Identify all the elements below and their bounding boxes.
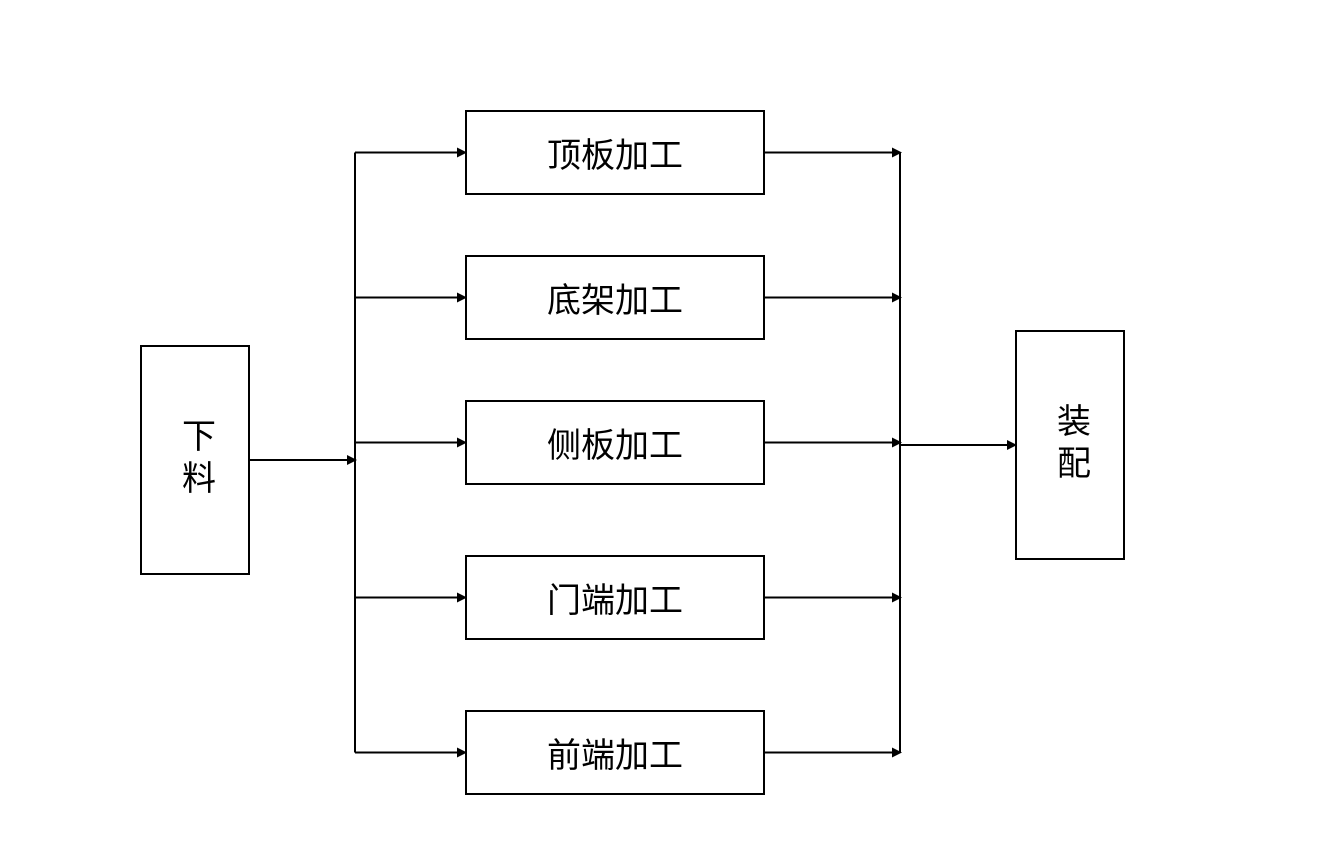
node-sink-label: 装配 (1046, 403, 1095, 487)
node-proc3: 侧板加工 (465, 400, 765, 485)
node-proc4-label: 门端加工 (547, 573, 683, 622)
node-proc5-label: 前端加工 (547, 728, 683, 777)
node-sink: 装配 (1015, 330, 1125, 560)
node-proc3-label: 侧板加工 (547, 418, 683, 467)
node-proc5: 前端加工 (465, 710, 765, 795)
node-proc1: 顶板加工 (465, 110, 765, 195)
node-proc2: 底架加工 (465, 255, 765, 340)
node-proc2-label: 底架加工 (547, 273, 683, 322)
node-proc4: 门端加工 (465, 555, 765, 640)
node-proc1-label: 顶板加工 (547, 128, 683, 177)
node-source-label: 下料 (171, 418, 220, 502)
node-source: 下料 (140, 345, 250, 575)
